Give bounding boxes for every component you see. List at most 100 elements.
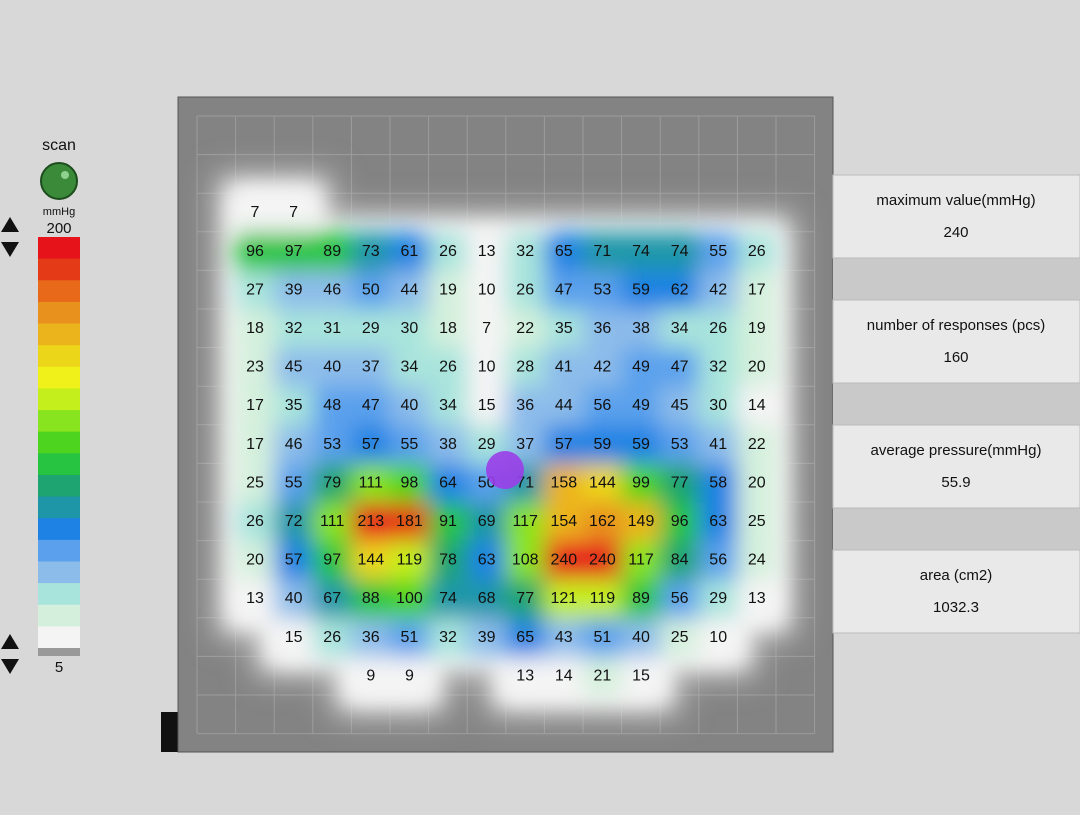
cell-value: 31 xyxy=(323,320,341,337)
cell-value: 108 xyxy=(512,552,539,569)
cell-value: 121 xyxy=(550,590,577,607)
heat-cell xyxy=(583,656,622,696)
cell-value: 10 xyxy=(478,359,496,376)
stat-label: maximum value(mmHg) xyxy=(876,192,1035,209)
cell-value: 96 xyxy=(671,513,689,530)
heat-cell xyxy=(660,425,699,464)
cell-value: 19 xyxy=(439,281,457,298)
scale-max: 200 xyxy=(46,220,71,237)
heat-cell xyxy=(467,386,506,426)
heat-cell xyxy=(505,579,545,619)
heat-cell xyxy=(312,425,352,464)
heat-cell xyxy=(698,541,738,580)
cell-value: 74 xyxy=(439,590,457,607)
cell-value: 9 xyxy=(366,667,375,684)
cell-value: 56 xyxy=(671,590,689,607)
cell-value: 74 xyxy=(632,243,650,260)
min-up-arrow[interactable] xyxy=(1,634,19,649)
unit-label: mmHg xyxy=(43,206,75,218)
heat-cell xyxy=(467,618,506,657)
cell-value: 62 xyxy=(671,281,689,298)
scale-swatch xyxy=(38,626,80,649)
heat-cell xyxy=(698,348,738,387)
heat-cell xyxy=(737,232,777,271)
heat-cell xyxy=(235,232,275,271)
cell-value: 25 xyxy=(246,474,264,491)
cell-value: 89 xyxy=(632,590,650,607)
cell-value: 67 xyxy=(323,590,341,607)
heat-cell xyxy=(621,348,661,387)
cell-value: 144 xyxy=(357,552,384,569)
cell-value: 111 xyxy=(359,474,383,491)
cell-value: 25 xyxy=(671,629,689,646)
cell-value: 7 xyxy=(289,204,298,221)
cell-value: 117 xyxy=(512,513,538,530)
heat-cell xyxy=(312,386,352,426)
cell-value: 59 xyxy=(632,281,650,298)
cell-value: 53 xyxy=(594,281,612,298)
heat-cell xyxy=(351,232,391,271)
scale-min: 5 xyxy=(55,659,63,676)
heat-cell xyxy=(351,425,391,464)
heat-cell xyxy=(390,232,429,271)
scale-swatch xyxy=(38,518,80,541)
cell-value: 36 xyxy=(594,320,612,337)
cell-value: 158 xyxy=(550,474,577,491)
cell-value: 149 xyxy=(628,513,655,530)
cell-value: 7 xyxy=(482,320,491,337)
cell-value: 30 xyxy=(709,397,727,414)
heat-cell xyxy=(544,656,584,696)
cell-value: 20 xyxy=(246,552,264,569)
heat-cell xyxy=(698,386,738,426)
scan-button[interactable] xyxy=(40,162,78,200)
stat-box xyxy=(832,549,1080,634)
scale-swatch xyxy=(38,323,80,346)
heat-cell xyxy=(312,270,352,310)
min-down-arrow[interactable] xyxy=(1,659,19,674)
heat-cell xyxy=(274,309,313,349)
stat-value: 160 xyxy=(943,349,968,366)
cell-value: 181 xyxy=(396,513,423,530)
scale-swatch xyxy=(38,648,80,656)
heat-cell xyxy=(274,618,313,657)
heat-cell xyxy=(621,386,661,426)
cell-value: 26 xyxy=(439,243,457,260)
scale-swatch xyxy=(38,366,80,389)
max-down-arrow[interactable] xyxy=(1,242,19,257)
cell-value: 41 xyxy=(555,359,573,376)
heat-cell xyxy=(428,463,468,503)
cell-value: 43 xyxy=(555,629,573,646)
heat-cell xyxy=(621,463,661,503)
cell-value: 63 xyxy=(478,552,496,569)
cell-value: 20 xyxy=(748,474,766,491)
cell-value: 55 xyxy=(401,436,419,453)
heat-cell xyxy=(621,232,661,271)
cell-value: 47 xyxy=(555,281,573,298)
cell-value: 24 xyxy=(748,552,766,569)
heat-cell xyxy=(544,618,584,657)
cell-value: 49 xyxy=(632,359,650,376)
heat-cell xyxy=(505,386,545,426)
scale-swatch xyxy=(38,280,80,303)
heat-cell xyxy=(505,348,545,387)
heat-cell xyxy=(312,618,352,657)
stat-box xyxy=(832,299,1080,384)
cell-value: 144 xyxy=(589,474,616,491)
cell-value: 35 xyxy=(285,397,303,414)
scale-swatch xyxy=(38,431,80,454)
heat-cell xyxy=(660,541,699,580)
cell-value: 42 xyxy=(709,281,727,298)
heat-cell xyxy=(583,309,622,349)
heat-cell xyxy=(390,618,429,657)
heat-cell xyxy=(467,309,506,349)
stat-label: number of responses (pcs) xyxy=(867,317,1045,334)
heat-cell xyxy=(235,502,275,542)
max-up-arrow[interactable] xyxy=(1,217,19,232)
cell-value: 72 xyxy=(285,513,303,530)
scale-swatch xyxy=(38,453,80,476)
cell-value: 38 xyxy=(632,320,650,337)
cell-value: 45 xyxy=(671,397,689,414)
cell-value: 29 xyxy=(478,436,496,453)
cell-value: 34 xyxy=(439,397,457,414)
heat-cell xyxy=(583,618,622,657)
